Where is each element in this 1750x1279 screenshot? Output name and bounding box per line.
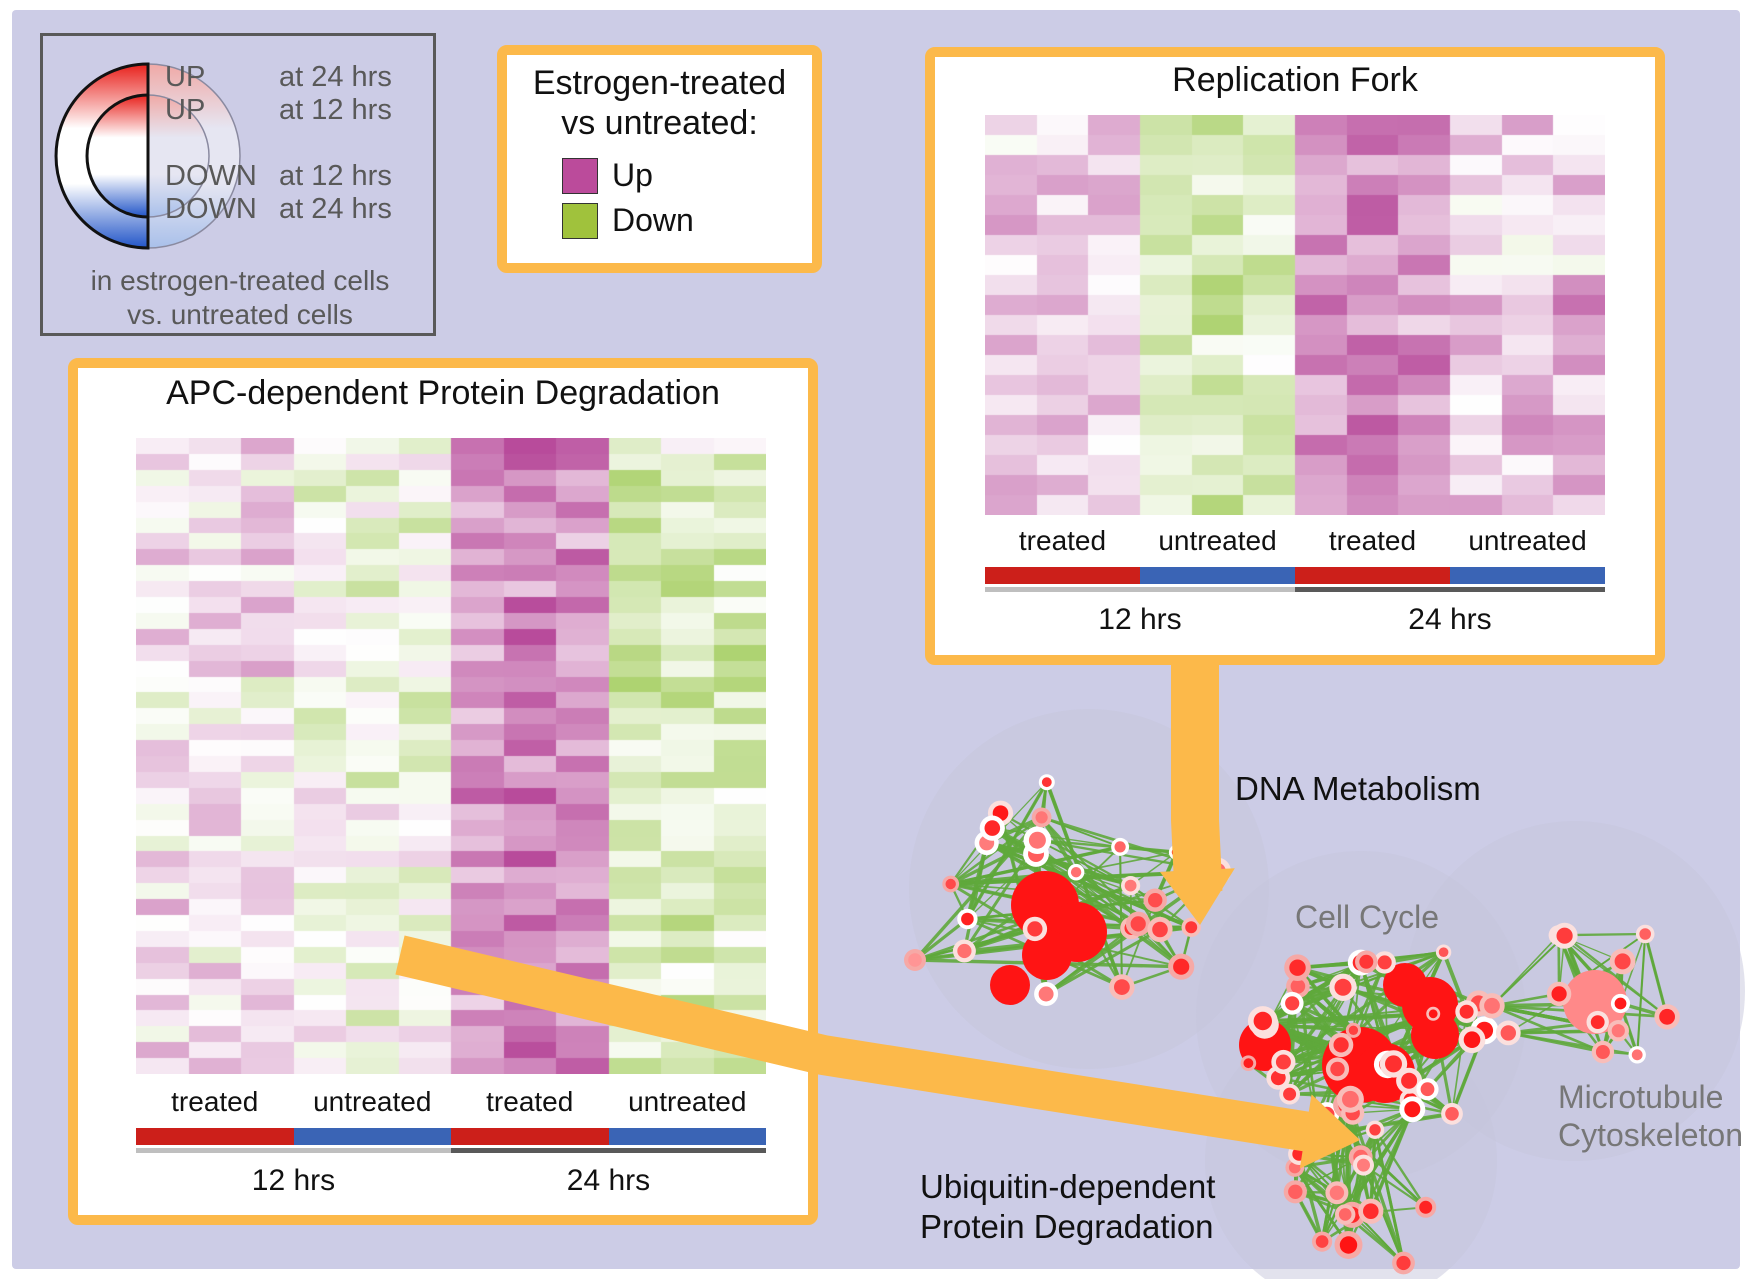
svg-text:Microtubule: Microtubule xyxy=(1558,1079,1723,1115)
svg-text:DNA Metabolism: DNA Metabolism xyxy=(1235,770,1481,807)
svg-text:Cytoskeleton: Cytoskeleton xyxy=(1558,1117,1743,1153)
svg-text:Protein Degradation: Protein Degradation xyxy=(920,1208,1214,1245)
svg-text:Ubiquitin-dependent: Ubiquitin-dependent xyxy=(920,1168,1215,1205)
svg-text:Cell Cycle: Cell Cycle xyxy=(1295,899,1439,935)
